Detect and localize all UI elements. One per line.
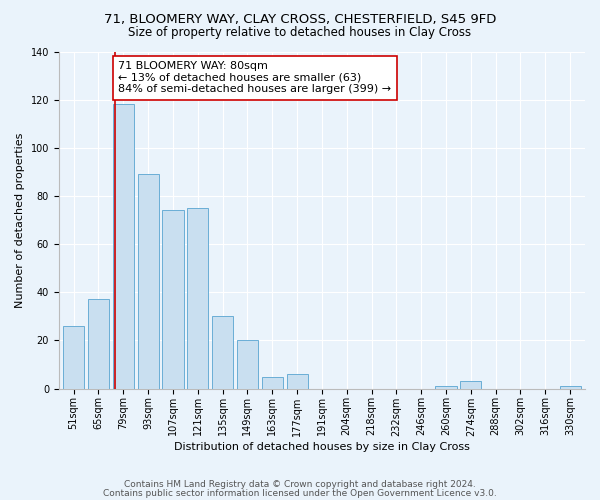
Text: Contains public sector information licensed under the Open Government Licence v3: Contains public sector information licen… [103, 488, 497, 498]
Bar [137, 174, 158, 388]
Bar [113, 104, 134, 389]
Text: 71, BLOOMERY WAY, CLAY CROSS, CHESTERFIELD, S45 9FD: 71, BLOOMERY WAY, CLAY CROSS, CHESTERFIE… [104, 12, 496, 26]
Bar [63, 326, 84, 388]
Bar [287, 374, 308, 388]
Y-axis label: Number of detached properties: Number of detached properties [15, 132, 25, 308]
Bar [560, 386, 581, 388]
Bar [262, 376, 283, 388]
Bar [237, 340, 258, 388]
X-axis label: Distribution of detached houses by size in Clay Cross: Distribution of detached houses by size … [174, 442, 470, 452]
Text: Contains HM Land Registry data © Crown copyright and database right 2024.: Contains HM Land Registry data © Crown c… [124, 480, 476, 489]
Bar [460, 382, 481, 388]
Text: Size of property relative to detached houses in Clay Cross: Size of property relative to detached ho… [128, 26, 472, 39]
Bar [187, 208, 208, 388]
Bar [163, 210, 184, 388]
Bar [212, 316, 233, 388]
Bar [436, 386, 457, 388]
Text: 71 BLOOMERY WAY: 80sqm
← 13% of detached houses are smaller (63)
84% of semi-det: 71 BLOOMERY WAY: 80sqm ← 13% of detached… [118, 61, 391, 94]
Bar [88, 300, 109, 388]
